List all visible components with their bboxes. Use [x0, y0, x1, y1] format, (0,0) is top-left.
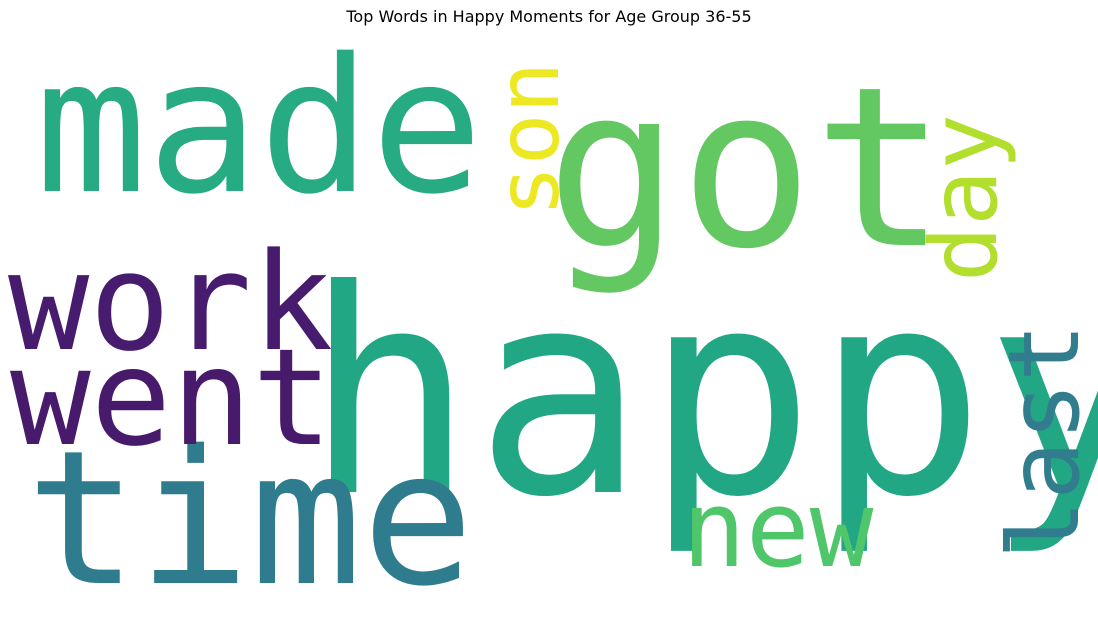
word-happy: happy — [304, 229, 1098, 559]
word-son: son — [479, 61, 579, 217]
word-last: last — [988, 322, 1098, 559]
word-day: day — [910, 114, 1018, 282]
word-went: went — [10, 320, 333, 476]
word-work: work — [8, 224, 334, 381]
chart-title: Top Words in Happy Moments for Age Group… — [346, 7, 752, 26]
word-made: made — [35, 18, 483, 235]
word-cloud: happy got made time work went new last d… — [6, 18, 1098, 612]
word-got: got — [546, 40, 947, 298]
word-new: new — [682, 468, 874, 591]
